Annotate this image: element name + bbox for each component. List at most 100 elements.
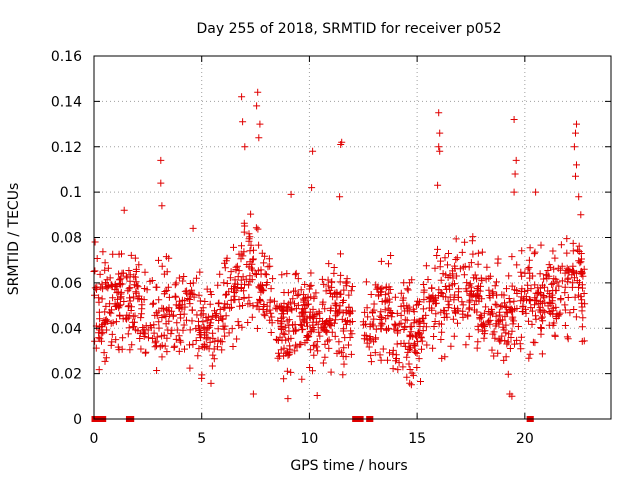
data-point bbox=[203, 285, 211, 293]
data-point bbox=[304, 293, 312, 301]
data-point bbox=[385, 295, 393, 303]
data-point bbox=[255, 134, 263, 142]
data-point bbox=[474, 326, 482, 334]
data-point bbox=[578, 270, 586, 278]
data-point bbox=[319, 300, 327, 308]
data-point bbox=[325, 260, 333, 268]
data-point bbox=[401, 342, 409, 350]
data-point bbox=[248, 313, 256, 321]
data-point bbox=[160, 305, 167, 313]
data-point bbox=[557, 296, 565, 304]
data-point bbox=[387, 252, 395, 259]
data-point bbox=[491, 334, 499, 342]
data-point bbox=[399, 363, 407, 371]
data-point bbox=[306, 328, 314, 336]
data-point bbox=[267, 329, 275, 336]
data-point bbox=[93, 255, 101, 262]
data-point bbox=[261, 270, 269, 278]
data-point bbox=[255, 305, 263, 313]
data-point bbox=[247, 210, 255, 218]
data-point bbox=[151, 311, 159, 319]
data-point bbox=[102, 283, 110, 291]
data-point bbox=[256, 120, 264, 128]
data-point bbox=[572, 172, 579, 180]
data-point bbox=[263, 302, 271, 310]
data-point bbox=[223, 290, 230, 298]
data-point bbox=[385, 260, 392, 268]
data-point bbox=[116, 311, 124, 319]
data-point bbox=[498, 291, 506, 299]
data-point bbox=[292, 305, 300, 313]
data-point bbox=[332, 301, 340, 309]
data-point bbox=[238, 93, 246, 101]
data-point bbox=[435, 143, 443, 151]
data-point bbox=[471, 271, 479, 279]
data-point bbox=[163, 348, 171, 356]
data-point bbox=[513, 336, 521, 344]
data-point bbox=[319, 359, 327, 367]
data-point bbox=[549, 294, 557, 302]
data-point bbox=[119, 334, 127, 342]
data-point bbox=[298, 375, 306, 383]
data-point bbox=[253, 271, 260, 278]
data-point bbox=[438, 289, 446, 297]
data-point bbox=[478, 248, 486, 256]
data-point bbox=[366, 333, 374, 340]
data-point bbox=[454, 294, 462, 301]
data-point bbox=[218, 338, 226, 346]
data-point bbox=[394, 327, 402, 335]
data-point bbox=[206, 300, 214, 308]
data-point bbox=[327, 368, 335, 376]
data-point bbox=[414, 338, 422, 346]
data-point bbox=[444, 297, 452, 305]
data-point bbox=[441, 254, 449, 262]
data-point bbox=[218, 346, 226, 354]
data-point bbox=[368, 320, 376, 328]
data-point bbox=[248, 276, 256, 284]
data-point bbox=[474, 338, 482, 346]
data-point bbox=[289, 321, 297, 329]
data-point bbox=[369, 322, 377, 330]
data-point bbox=[376, 288, 384, 296]
data-point bbox=[178, 305, 186, 313]
data-point bbox=[423, 341, 431, 349]
data-point bbox=[378, 298, 386, 305]
data-point bbox=[438, 354, 446, 362]
data-point bbox=[109, 294, 117, 302]
data-point bbox=[546, 290, 554, 297]
data-point bbox=[442, 271, 450, 279]
data-point bbox=[451, 307, 459, 315]
data-point bbox=[215, 299, 223, 307]
data-point bbox=[296, 321, 304, 328]
data-point bbox=[115, 280, 123, 288]
data-point bbox=[551, 254, 559, 262]
data-point bbox=[422, 262, 430, 270]
data-point bbox=[273, 305, 281, 313]
data-point bbox=[564, 294, 572, 301]
data-point bbox=[175, 304, 183, 312]
data-point bbox=[337, 250, 344, 258]
data-point bbox=[448, 281, 456, 289]
data-point bbox=[493, 301, 501, 309]
data-point bbox=[435, 320, 443, 328]
data-point bbox=[481, 327, 489, 335]
data-point bbox=[95, 366, 103, 374]
data-point bbox=[157, 179, 165, 187]
data-point bbox=[186, 280, 194, 287]
data-point bbox=[486, 272, 494, 280]
data-point bbox=[125, 285, 133, 293]
data-point bbox=[575, 283, 582, 291]
data-point bbox=[462, 341, 470, 349]
x-tick-label: 0 bbox=[90, 431, 99, 447]
data-point bbox=[572, 313, 580, 321]
data-point bbox=[450, 296, 458, 304]
data-point bbox=[418, 345, 425, 353]
data-point bbox=[526, 350, 534, 358]
data-point bbox=[162, 313, 170, 320]
data-point bbox=[221, 300, 229, 308]
data-point bbox=[299, 295, 307, 303]
data-point bbox=[202, 329, 210, 337]
data-point bbox=[340, 286, 348, 294]
data-point bbox=[99, 248, 107, 256]
data-point bbox=[466, 304, 474, 312]
